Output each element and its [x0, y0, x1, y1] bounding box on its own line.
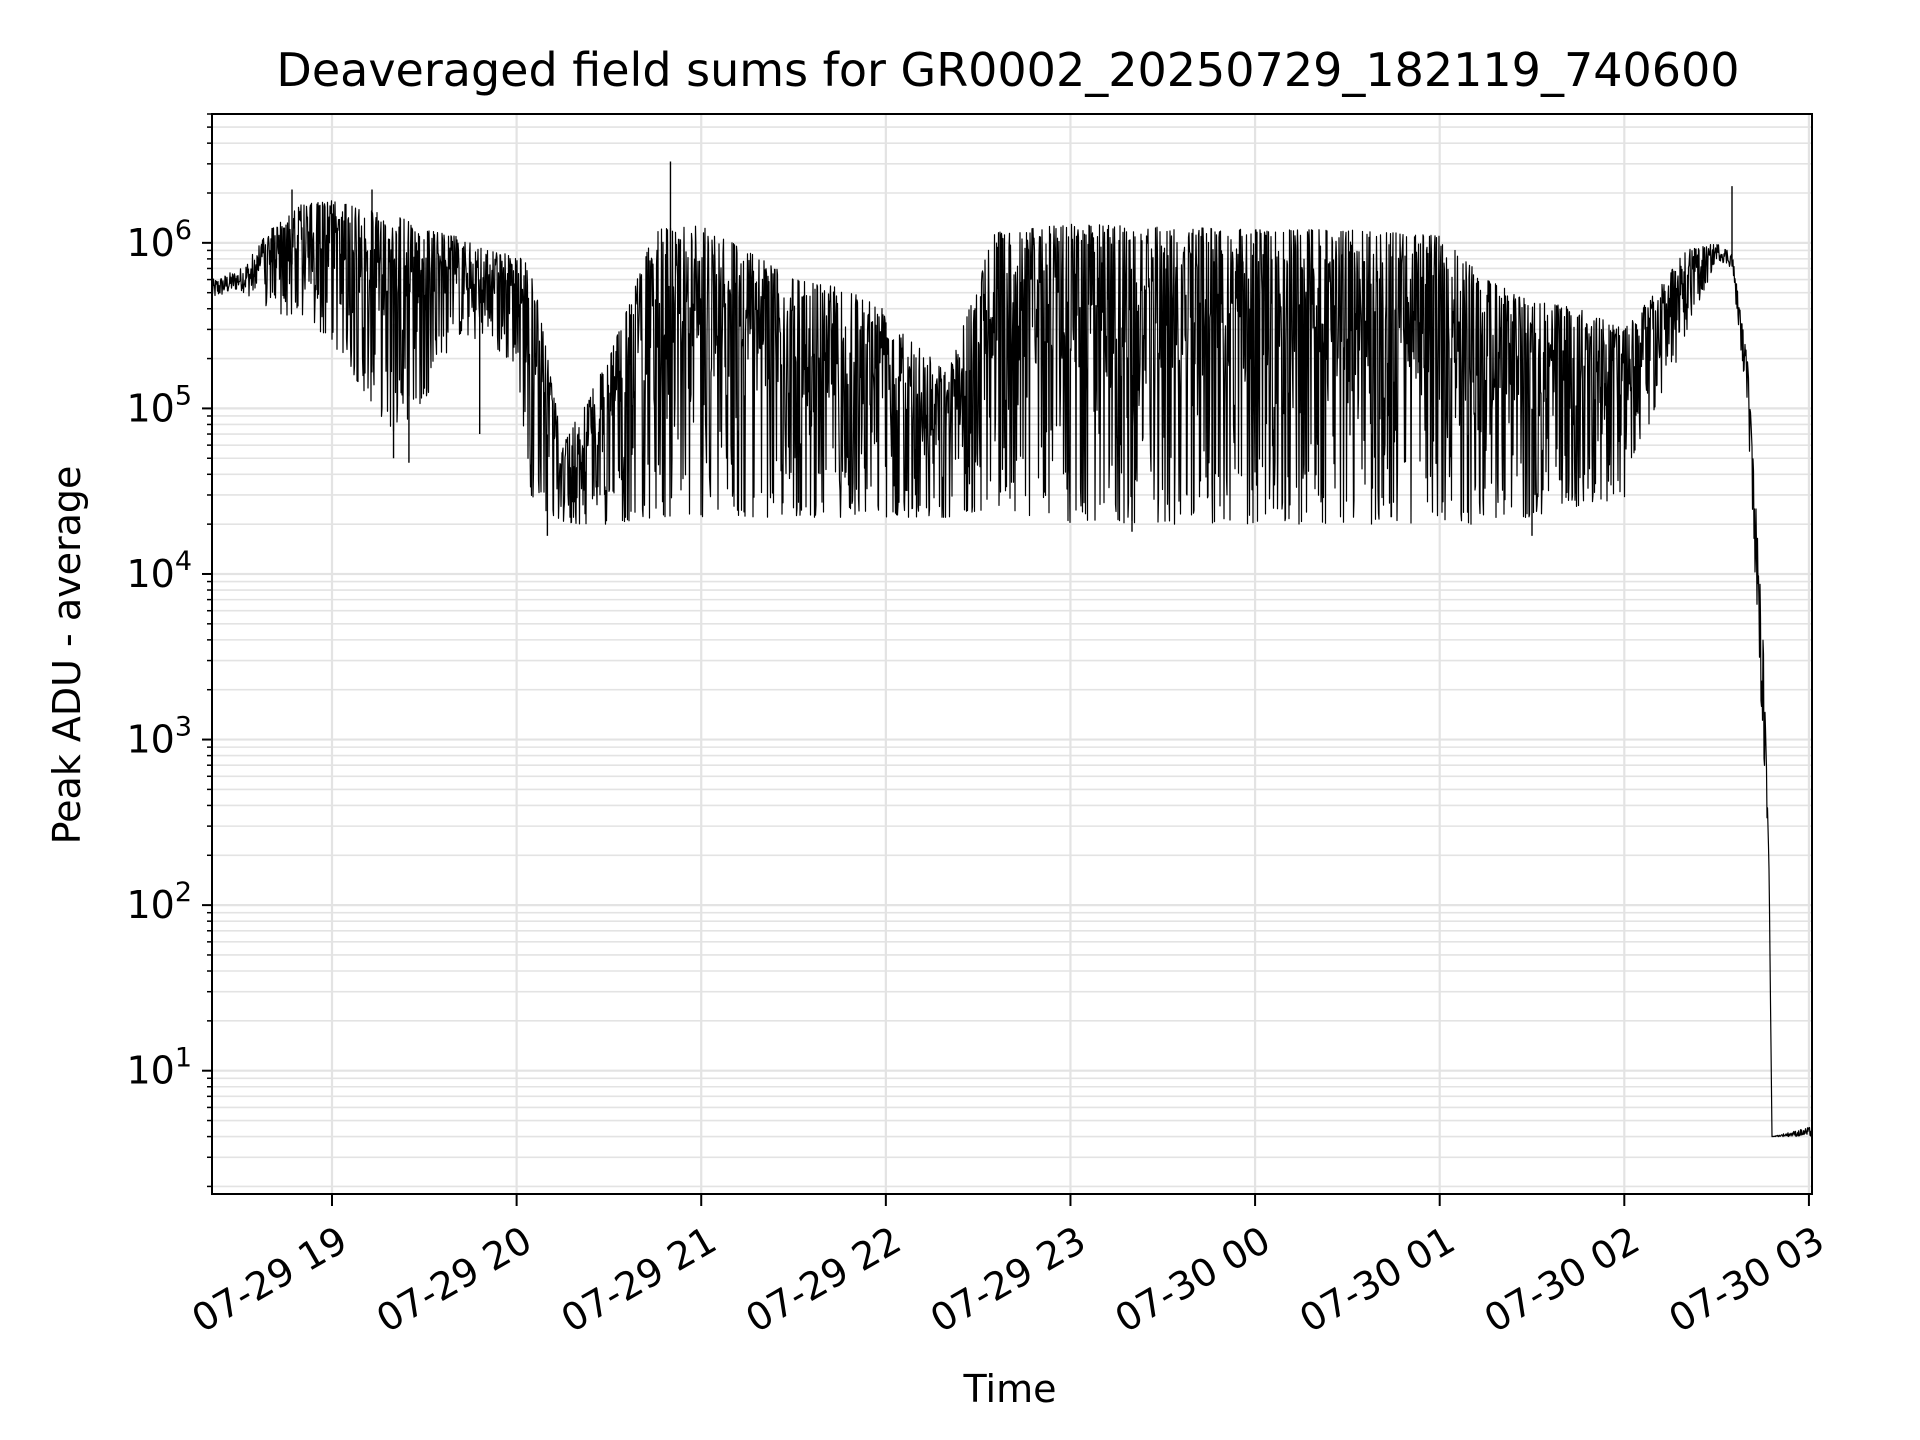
series-layer: [211, 161, 1813, 1138]
plot-frame: [211, 113, 1813, 1195]
x-axis-label: Time: [963, 1367, 1057, 1411]
x-tick-label: 07-29 22: [738, 1218, 908, 1342]
x-tick-label: 07-29 20: [369, 1218, 539, 1342]
x-tick-label: 07-30 01: [1292, 1218, 1462, 1342]
x-tick-label: 07-29 19: [185, 1218, 355, 1342]
x-tick-label: 07-30 02: [1477, 1218, 1647, 1342]
y-tick-label: 103: [126, 712, 192, 762]
y-tick-label: 102: [126, 877, 192, 927]
y-tick-label: 101: [126, 1043, 192, 1093]
x-tick-label: 07-29 23: [923, 1218, 1093, 1342]
y-tick-label: 105: [126, 380, 192, 430]
x-tick-label: 07-30 00: [1108, 1218, 1278, 1342]
chart-title: Deaveraged field sums for GR0002_2025072…: [276, 43, 1739, 97]
x-tick-label: 07-29 21: [554, 1218, 724, 1342]
y-tick-label: 106: [126, 215, 192, 265]
series-line: [211, 200, 1813, 1138]
grid: [212, 113, 1812, 1194]
x-tick-label: 07-30 03: [1661, 1218, 1831, 1342]
y-axis-label: Peak ADU - average: [45, 466, 89, 845]
y-tick-label: 104: [126, 546, 192, 596]
